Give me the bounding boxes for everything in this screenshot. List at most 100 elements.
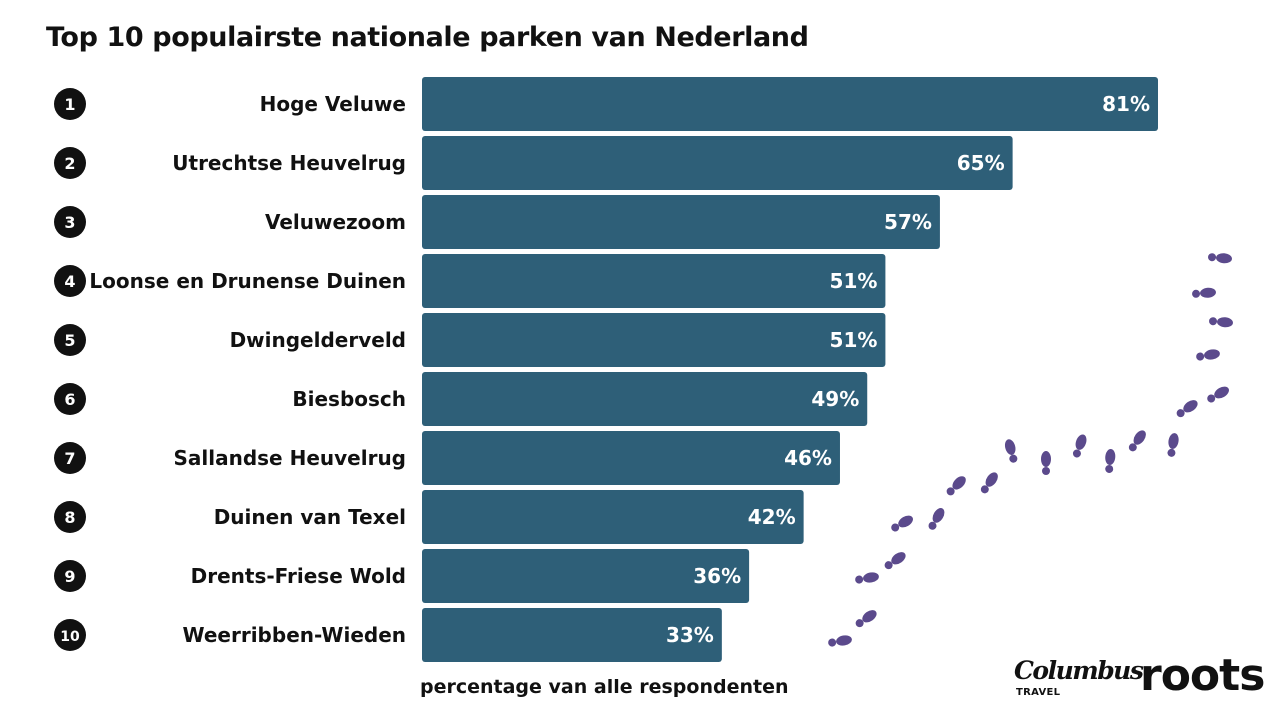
footprint-sole [952,476,966,490]
footprint-heel [1207,394,1216,403]
data-label: 36% [693,564,741,588]
bar [422,136,1013,190]
columbus-travel-logo-subtitle: TRAVEL [1016,687,1061,698]
footprint [855,572,879,584]
footprint [928,508,945,530]
footprint-heel [946,487,955,496]
rank-circle [54,442,86,474]
rank-number: 6 [64,390,75,409]
footprint-heel [1042,467,1050,475]
rank-circle [54,206,86,238]
footprint-sole [1216,253,1232,264]
footprint-heel [928,521,937,530]
footprint [891,515,913,532]
rank-circle [54,560,86,592]
footprint [884,552,906,570]
footprint [1041,451,1051,475]
footprint-sole [1214,386,1229,399]
footprint [1105,449,1116,473]
footprint-heel [828,638,837,647]
category-label: Weerribben-Wieden [183,623,407,647]
category-label: Drents-Friese Wold [191,564,406,588]
footprint-heel [1072,449,1081,458]
category-label: Sallandse Heuvelrug [173,446,406,470]
category-label: Loonse en Drunense Duinen [89,269,406,293]
footprint [1072,434,1087,458]
footprint [980,472,998,494]
bar [422,549,750,603]
footprint-heel [1208,253,1217,262]
footprint-heel [1009,454,1018,463]
footprint [1176,400,1198,418]
footprint-sole [1004,439,1016,455]
category-label: Hoge Veluwe [260,92,406,116]
data-label: 49% [811,387,859,411]
footprint [828,635,852,647]
footprint [1207,386,1229,403]
footprint-sole [898,515,913,528]
category-label: Veluwezoom [265,210,406,234]
footprint-heel [1128,443,1137,452]
footprint [855,610,877,628]
footprint-heel [1167,448,1176,457]
rank-circle [54,619,86,651]
bar [422,490,804,544]
footprint-heel [1105,464,1114,473]
bar [422,195,940,249]
rank-number: 4 [64,272,75,291]
bar [422,77,1158,131]
rank-number: 7 [64,449,75,468]
bar [422,254,886,308]
data-label: 51% [830,328,878,352]
footprint-sole [1133,430,1146,445]
footprint-sole [1041,451,1051,467]
footprint [1128,430,1146,452]
footprint-sole [891,552,906,565]
footprint [1196,349,1220,361]
footprint-heel [980,485,989,494]
bar [422,431,840,485]
footprint-sole [1075,434,1087,450]
footprint-heel [884,561,893,570]
category-label: Biesbosch [292,387,406,411]
footprint-sole [985,472,998,487]
bar [422,608,722,662]
data-label: 33% [666,623,714,647]
footprint-sole [836,635,852,646]
rank-number: 10 [60,629,80,645]
rank-number: 9 [64,567,75,586]
category-label: Duinen van Texel [214,505,406,529]
rank-circle [54,383,86,415]
footprint-sole [932,508,945,523]
footprint [1209,317,1233,328]
data-label: 51% [830,269,878,293]
rank-circle [54,501,86,533]
rank-circle [54,265,86,297]
data-label: 42% [748,505,796,529]
rank-circle [54,147,86,179]
footprint-heel [855,619,864,628]
footprint-sole [1105,449,1116,465]
rank-number: 2 [64,154,75,173]
chart-title: Top 10 populairste nationale parken van … [46,22,809,53]
footprint [1167,433,1179,457]
footprint-sole [862,610,877,623]
rank-number: 5 [64,331,75,350]
x-axis-label: percentage van alle respondenten [420,676,789,698]
footprint [1208,253,1232,264]
data-label: 57% [884,210,932,234]
footprint [1192,287,1216,298]
rank-number: 1 [64,95,75,114]
roots-logo: roots [1140,650,1265,701]
footprint-heel [1209,317,1218,326]
category-label: Dwingelderveld [230,328,406,352]
footprint-heel [891,523,900,532]
rank-circle [54,88,86,120]
footprint-sole [863,572,879,583]
footprint-heel [855,575,864,584]
footprint-heel [1176,409,1185,418]
rank-circle [54,324,86,356]
footprint-heel [1196,352,1205,361]
footprint-sole [1217,317,1233,328]
